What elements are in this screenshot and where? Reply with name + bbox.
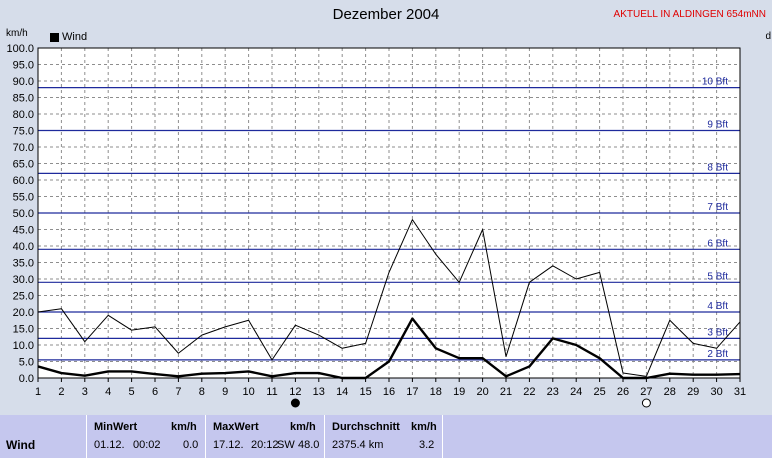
- min-value: 0.0: [183, 439, 199, 451]
- x-tick-label: 6: [152, 386, 158, 398]
- new-moon-marker: [290, 398, 300, 408]
- x-tick-label: 5: [129, 386, 135, 398]
- plot-border: [37, 47, 741, 379]
- legend-label: Wind: [62, 31, 88, 43]
- avg-value: 3.2: [419, 439, 435, 451]
- table-divider: [442, 415, 443, 458]
- y-tick-label: 10.0: [13, 340, 34, 352]
- x-tick-label: 7: [175, 386, 181, 398]
- beaufort-label: 5 Bft: [707, 271, 728, 282]
- max-date: 17.12.: [213, 439, 244, 451]
- max-dir: SW: [277, 439, 295, 451]
- y-tick-label: 55.0: [13, 192, 34, 204]
- y-tick-label: 90.0: [13, 76, 34, 88]
- beaufort-label: 6 Bft: [707, 238, 728, 249]
- y-tick-label: 70.0: [13, 142, 34, 154]
- y-tick-label: 15.0: [13, 324, 34, 336]
- row-label: Wind: [6, 438, 36, 452]
- min-time: 00:02: [133, 439, 161, 451]
- y-tick-label: 50.0: [13, 208, 34, 220]
- beaufort-label: 4 Bft: [707, 301, 728, 312]
- max-cell: MaxWert km/h 17.12. 20:12 SW 48.0: [205, 415, 324, 458]
- x-tick-label: 23: [547, 386, 559, 398]
- beaufort-label: 3 Bft: [707, 327, 728, 338]
- x-tick-label: 1: [35, 386, 41, 398]
- x-tick-label: 25: [593, 386, 605, 398]
- avg-distance: 2375.4 km: [332, 439, 384, 451]
- avg-unit: km/h: [411, 421, 437, 433]
- stats-table: Wind MinWert km/h 01.12. 00:02 0.0 MaxWe…: [0, 415, 772, 458]
- y-tick-label: 40.0: [13, 241, 34, 253]
- x-tick-label: 17: [406, 386, 418, 398]
- x-tick-label: 13: [313, 386, 325, 398]
- x-tick-label: 29: [687, 386, 699, 398]
- min-cell: MinWert km/h 01.12. 00:02 0.0: [86, 415, 205, 458]
- y-tick-label: 0.0: [19, 373, 34, 385]
- y-tick-label: 5.0: [19, 357, 34, 369]
- y-tick-label: 30.0: [13, 274, 34, 286]
- max-unit: km/h: [290, 421, 316, 433]
- y-tick-label: 20.0: [13, 307, 34, 319]
- wind-chart: 0.0 5.0 10.0 15.0 20.0 25.0 30.0 35.0 40.0 45.0 50…: [6, 43, 746, 408]
- y-tick-label: 65.0: [13, 159, 34, 171]
- max-header: MaxWert: [213, 421, 259, 433]
- y-tick-label: 60.0: [13, 175, 34, 187]
- x-tick-label: 31: [734, 386, 746, 398]
- chart-title: Dezember 2004: [332, 6, 440, 23]
- y-tick-label: 75.0: [13, 126, 34, 138]
- beaufort-label: 10 Bft: [702, 77, 728, 88]
- min-unit: km/h: [171, 421, 197, 433]
- beaufort-label: 7 Bft: [707, 202, 728, 213]
- y-tick-label: 80.0: [13, 109, 34, 121]
- legend-swatch: [50, 32, 59, 42]
- x-tick-label: 18: [430, 386, 442, 398]
- x-tick-label: 14: [336, 386, 348, 398]
- x-tick-label: 30: [710, 386, 722, 398]
- x-tick-label: 4: [105, 386, 111, 398]
- x-tick-label: 8: [199, 386, 205, 398]
- y-axis-unit: km/h: [6, 28, 28, 39]
- x-tick-label: 10: [242, 386, 254, 398]
- legend: Wind: [50, 31, 87, 43]
- avg-cell: Durchschnitt km/h 2375.4 km 3.2: [324, 415, 442, 458]
- aktuell-link[interactable]: AKTUELL IN ALDINGEN 654mNN: [613, 9, 766, 20]
- x-tick-label: 28: [664, 386, 676, 398]
- max-value: 48.0: [298, 439, 320, 451]
- y-tick-label: 85.0: [13, 93, 34, 105]
- beaufort-label: 2 Bft: [707, 349, 728, 360]
- x-tick-label: 16: [383, 386, 395, 398]
- y-tick-label: 25.0: [13, 291, 34, 303]
- x-tick-label: 26: [617, 386, 629, 398]
- x-tick-label: 15: [359, 386, 371, 398]
- y-tick-label: 95.0: [13, 60, 34, 72]
- right-axis-unit: d: [765, 31, 771, 42]
- min-date: 01.12.: [94, 439, 125, 451]
- beaufort-label: 9 Bft: [707, 120, 728, 131]
- x-tick-label: 20: [476, 386, 488, 398]
- x-tick-label: 24: [570, 386, 582, 398]
- full-moon-marker: [641, 398, 651, 408]
- x-tick-label: 11: [266, 386, 277, 398]
- avg-header: Durchschnitt: [332, 421, 400, 433]
- x-tick-label: 9: [222, 386, 228, 398]
- x-tick-label: 21: [500, 386, 512, 398]
- y-tick-label: 100.0: [6, 43, 34, 55]
- min-header: MinWert: [94, 421, 138, 433]
- x-tick-label: 3: [82, 386, 88, 398]
- x-tick-label: 19: [453, 386, 465, 398]
- x-tick-label: 22: [523, 386, 535, 398]
- x-tick-label: 12: [289, 386, 301, 398]
- y-tick-label: 45.0: [13, 225, 34, 237]
- max-time: 20:12: [251, 439, 279, 451]
- y-tick-label: 35.0: [13, 258, 34, 270]
- beaufort-label: 8 Bft: [707, 162, 728, 173]
- series-wind-max-line: [37, 219, 741, 377]
- x-tick-label: 2: [58, 386, 64, 398]
- x-tick-label: 27: [640, 386, 652, 398]
- series-wind-line: [37, 317, 741, 380]
